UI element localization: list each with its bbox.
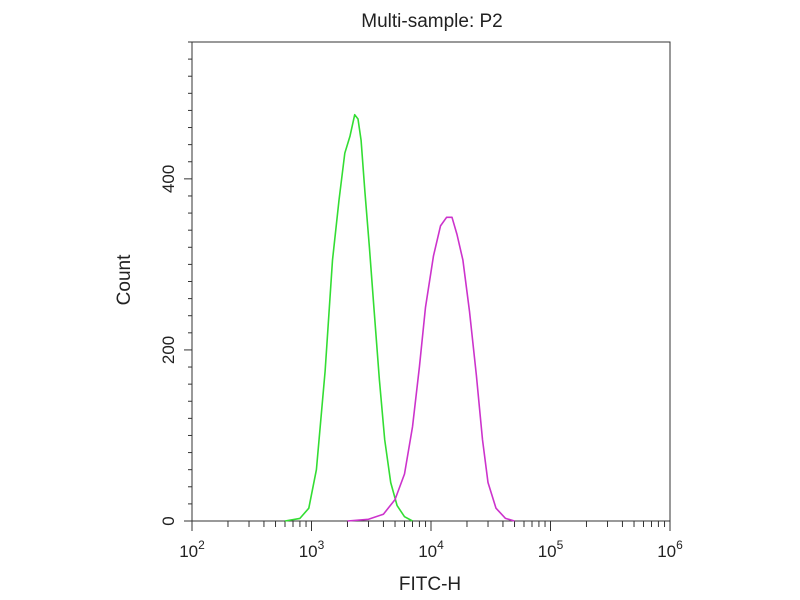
x-tick-label: 103 xyxy=(299,538,325,561)
y-axis-label: Count xyxy=(114,254,135,305)
x-axis-label: FITC-H xyxy=(399,574,461,595)
x-tick-label: 104 xyxy=(418,538,444,561)
y-axis: 0 200 400 xyxy=(159,41,192,526)
series-line-2 xyxy=(347,216,515,522)
chart-title: Multi-sample: P2 xyxy=(361,11,503,32)
y-tick-label: 400 xyxy=(159,165,178,193)
x-tick-label: 105 xyxy=(538,538,564,561)
series-layer xyxy=(284,113,515,522)
y-tick-label: 200 xyxy=(159,336,178,364)
plot-frame xyxy=(191,41,671,522)
y-tick-label: 0 xyxy=(159,516,178,525)
x-tick-label: 102 xyxy=(179,538,205,561)
x-axis: 102 103 104 105 106 xyxy=(179,521,683,561)
series-line-1 xyxy=(284,113,413,522)
x-tick-label: 106 xyxy=(657,538,683,561)
